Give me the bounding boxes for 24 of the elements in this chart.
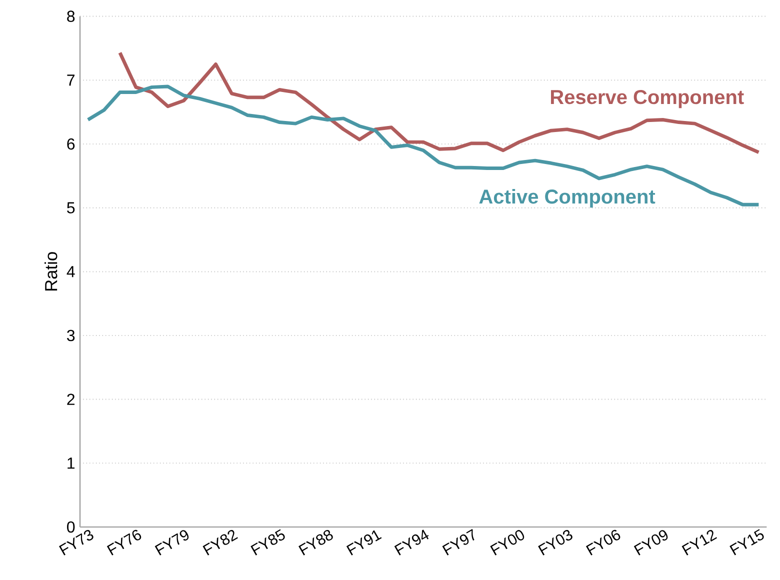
y-tick-label: 8 [67, 10, 75, 22]
y-tick-label: 1 [68, 458, 75, 469]
x-tick-label: FY76 [106, 530, 142, 556]
y-tick-label: 4 [66, 266, 75, 278]
x-tick-label: FY88 [298, 530, 333, 556]
x-tick-label: FY00 [490, 530, 524, 556]
x-tick-label: FY09 [634, 530, 668, 556]
x-tick-label: FY79 [154, 530, 189, 556]
y-tick-label: 5 [67, 202, 75, 214]
line-series [118, 50, 760, 154]
x-tick-label: FY03 [538, 530, 572, 556]
y-axis-title: Ratio [44, 252, 58, 290]
series-label: Reserve Component [550, 90, 744, 108]
y-tick-label: 2 [67, 394, 74, 405]
x-tick-label: FY94 [394, 530, 429, 556]
y-tick-label: 3 [67, 330, 75, 342]
y-tick-label: 7 [67, 74, 74, 86]
series-label: Active Component [479, 189, 656, 208]
y-tick-label: 6 [67, 138, 75, 150]
line-series [86, 84, 760, 206]
x-tick-label: FY82 [202, 530, 238, 556]
x-tick-label: FY91 [346, 530, 382, 556]
x-tick-label: FY12 [682, 530, 718, 556]
x-tick-label: FY06 [586, 530, 620, 556]
